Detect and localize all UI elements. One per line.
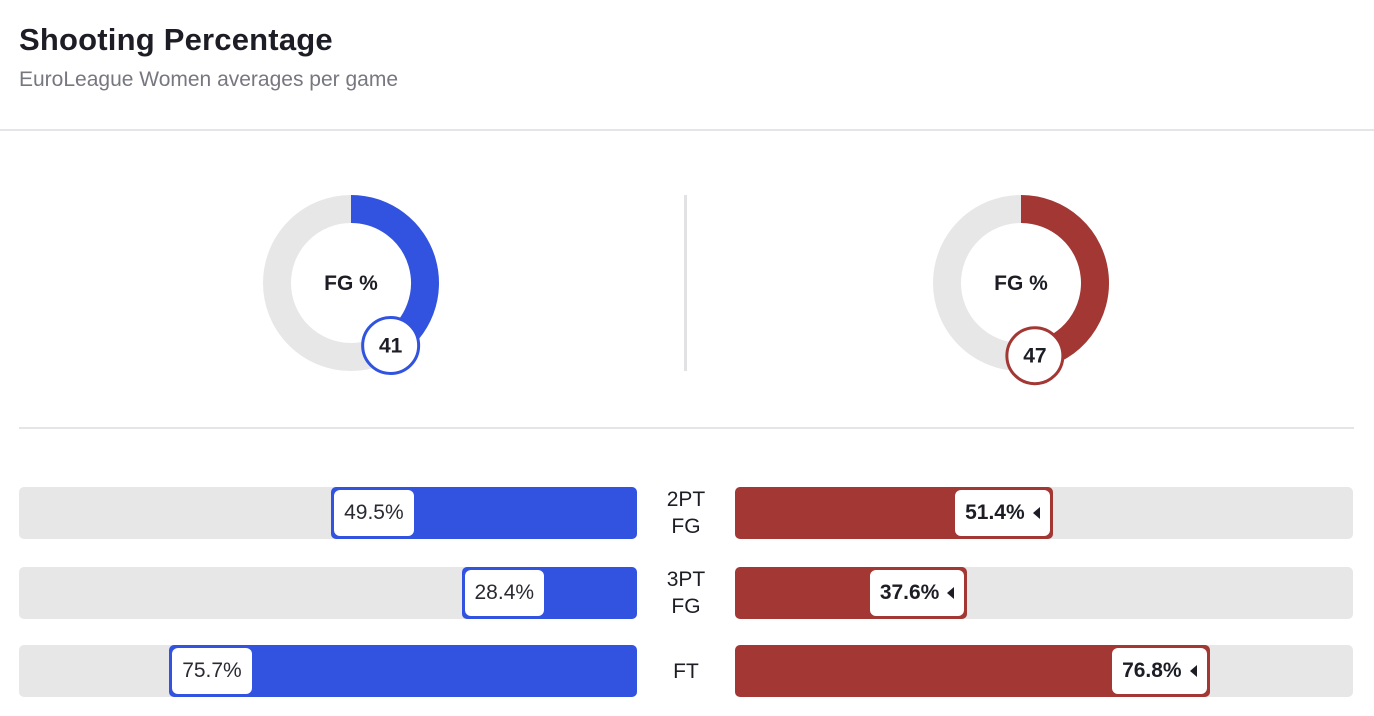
bar-right-value-label: 51.4%	[955, 490, 1050, 536]
bar-left-value-label: 28.4%	[464, 570, 545, 616]
bar-track-right: 51.4%	[735, 487, 1353, 539]
bar-category-label: 3PT FG	[640, 566, 732, 620]
chart-title: Shooting Percentage	[19, 22, 333, 57]
donut-left-value-badge	[361, 315, 421, 375]
donut-left: FG % 41	[263, 195, 439, 375]
donut-divider	[684, 195, 687, 371]
chart-subtitle: EuroLeague Women averages per game	[19, 68, 399, 91]
donut-left-arc	[350, 195, 439, 358]
bar-category-label-line: 3PT	[666, 568, 706, 591]
bar-right: 76.8%	[735, 645, 1210, 697]
bar-track-left: 75.7%	[19, 645, 637, 697]
donut-left-label: FG %	[324, 272, 378, 295]
leader-arrow-icon	[1189, 665, 1197, 677]
donut-charts: FG % 41 FG % 47	[263, 195, 1109, 386]
leader-arrow-icon	[1032, 507, 1040, 519]
bar-category-label-line: 2PT	[666, 488, 706, 511]
donut-right-label: FG %	[994, 272, 1048, 295]
donut-right-value: 47	[1023, 345, 1046, 368]
donut-right-value-badge	[1005, 326, 1065, 386]
bar-left-value-label: 49.5%	[334, 490, 414, 536]
bar-right-value-label: 76.8%	[1112, 648, 1207, 694]
donut-right: FG % 47	[933, 195, 1109, 386]
bar-left: 75.7%	[169, 645, 637, 697]
bar-track-right: 76.8%	[735, 645, 1353, 697]
bar-category-label: FT	[640, 658, 732, 685]
bar-category-label-line: FT	[673, 659, 699, 683]
bar-right-value-label: 37.6%	[869, 570, 965, 616]
bar-left: 49.5%	[331, 487, 637, 539]
leader-arrow-icon	[947, 587, 955, 599]
section-divider	[19, 427, 1354, 429]
bar-right-value-text: 76.8%	[1122, 659, 1182, 682]
bar-track-left: 28.4%	[19, 567, 637, 619]
bar-track-right: 37.6%	[735, 567, 1353, 619]
bar-category-label: 2PT FG	[640, 486, 732, 540]
bar-right: 51.4%	[735, 487, 1053, 539]
donut-right-track	[933, 195, 1109, 371]
bar-category-label-line: FG	[671, 595, 701, 618]
bar-track-left: 49.5%	[19, 487, 637, 539]
bar-category-label-line: FG	[671, 515, 701, 538]
bar-right-value-text: 51.4%	[965, 501, 1025, 524]
donut-left-value: 41	[379, 334, 403, 357]
donut-right-arc	[1020, 195, 1109, 370]
bar-left: 28.4%	[461, 567, 637, 619]
donut-left-track	[263, 195, 439, 371]
bar-right: 37.6%	[735, 567, 968, 619]
bar-right-value-text: 37.6%	[879, 581, 940, 604]
header-divider	[0, 129, 1374, 131]
bar-left-value-label: 75.7%	[172, 648, 252, 694]
